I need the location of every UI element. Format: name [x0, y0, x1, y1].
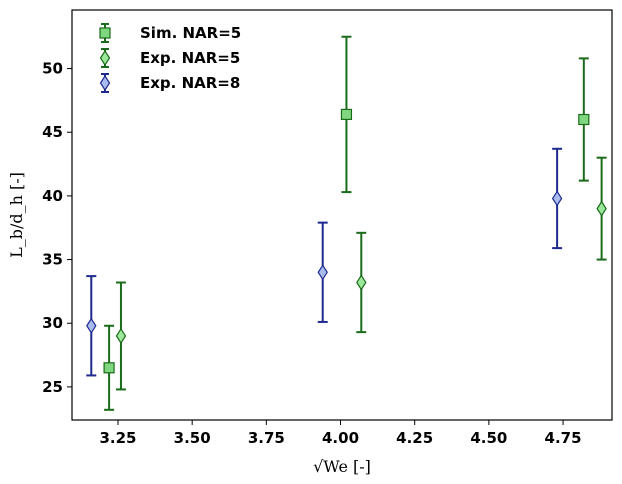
data-point: [103, 362, 115, 374]
legend-marker: [99, 49, 111, 67]
data-point: [115, 327, 127, 345]
data-marks: [86, 35, 607, 411]
x-tick-label: 3.25: [99, 429, 136, 447]
legend-label: Exp. NAR=8: [140, 74, 240, 92]
legend-marker: [99, 74, 111, 92]
x-tick-label: 4.50: [470, 429, 507, 447]
x-tick-label: 3.50: [174, 429, 211, 447]
data-point: [551, 190, 563, 207]
legend: Sim. NAR=5 Exp. NAR=5 Exp. NAR=8: [99, 23, 241, 93]
legend-marker: [99, 27, 111, 39]
legend-label: Sim. NAR=5: [140, 24, 241, 42]
plot-frame: [71, 9, 613, 421]
y-tick-label: 45: [42, 123, 63, 141]
data-point: [340, 108, 353, 121]
data-point: [356, 274, 367, 291]
x-axis-label: √We [-]: [313, 457, 371, 476]
data-point: [86, 317, 97, 334]
y-tick-label: 25: [42, 378, 63, 396]
x-tick-label: 4.75: [545, 429, 582, 447]
x-tick-label: 4.00: [322, 429, 359, 447]
data-point: [317, 264, 328, 281]
x-tick-label: 3.75: [248, 429, 285, 447]
x-axis-ticks: 3.25 3.50 3.75 4.00 4.25 4.50 4.75: [99, 420, 582, 447]
data-point: [578, 113, 590, 126]
y-axis-label: L_b/d_h [-]: [7, 172, 26, 258]
y-tick-label: 30: [42, 314, 63, 332]
legend-label: Exp. NAR=5: [140, 49, 240, 67]
y-axis-ticks: 25 30 35 40 45 50: [42, 60, 72, 396]
y-tick-label: 40: [42, 187, 63, 205]
x-tick-label: 4.25: [396, 429, 433, 447]
data-point: [596, 200, 607, 217]
y-tick-label: 50: [42, 60, 63, 78]
y-tick-label: 35: [42, 251, 63, 269]
